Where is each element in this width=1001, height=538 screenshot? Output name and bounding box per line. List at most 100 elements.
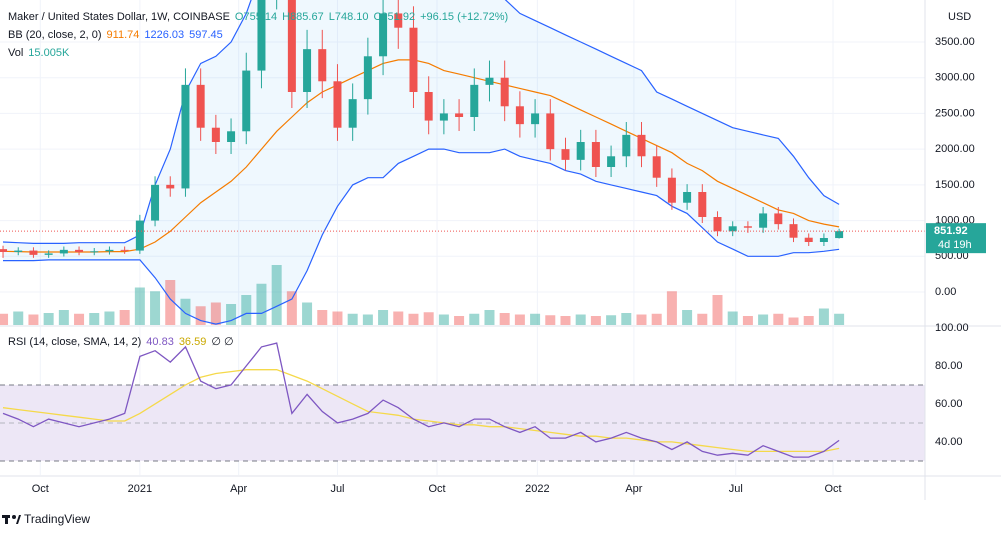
x-tick-label: Apr [625,483,642,495]
candle-body [804,237,813,242]
volume-bar [469,313,480,325]
candle-body [135,220,144,251]
y-tick-label: 3500.00 [935,36,975,48]
rsi-sma-value: 36.59 [179,336,207,348]
volume-bar [575,314,586,325]
x-tick-label: Oct [428,483,445,495]
legend-row: RSI (14, close, SMA, 14, 2) 40.83 36.59 ∅ ∅ [8,336,234,348]
volume-bar [484,310,495,325]
volume-bar [834,313,845,325]
volume-bar [378,310,389,325]
volume-bar [256,283,267,325]
candle-body [819,238,828,242]
candle-body [379,13,388,57]
price-label-box [926,223,986,254]
volume-bar [666,291,677,325]
ohlc-low: L748.10 [329,11,369,23]
volume-bar [773,313,784,325]
volume-bar [58,310,69,325]
volume-bar [347,313,358,325]
ohlc-open: O755.14 [235,11,277,23]
x-tick-label: Oct [824,483,841,495]
candle-body [607,156,616,167]
volume-bar [150,291,161,325]
bb-fill [3,0,840,325]
vol-name: Vol [8,47,23,59]
candle-body [14,250,23,252]
candle-body [622,134,631,157]
volume-bar [423,312,434,325]
candle-body [0,249,8,252]
volume-bar [818,308,829,325]
candle-body [561,149,570,160]
volume-bar [438,314,449,325]
volume-bar [393,311,404,325]
candle-body [683,192,692,203]
logo-mark [16,515,21,524]
candle-body [637,134,646,157]
candle-body [546,113,555,150]
y-tick-label: 3000.00 [935,72,975,84]
candle-body [424,92,433,121]
y-tick-label: 2500.00 [935,107,975,119]
price-label: 851.92 [934,225,968,237]
candle-body [59,249,68,254]
x-tick-label: Jul [729,483,743,495]
candle-body [835,231,844,239]
volume-bar [302,302,313,325]
candle-body [515,106,524,125]
volume-bar [454,316,465,325]
bb-name: BB (20, close, 2, 0) [8,29,102,41]
volume-bar [621,313,632,325]
volume-bar [43,313,54,325]
volume-bar [286,291,297,325]
x-tick-label: 2022 [525,483,549,495]
candle-body [759,213,768,228]
y-tick-label: 80.00 [935,360,963,372]
volume-bar [74,313,85,325]
candle-body [774,213,783,225]
candle-body [29,250,38,255]
candle-body [409,27,418,92]
candle-body [227,131,236,142]
candle-body [667,177,676,203]
y-tick-label: 100.00 [935,322,969,334]
candle-body [591,142,600,167]
bb-lower-value: 597.45 [189,29,223,41]
candle-body [439,113,448,121]
volume-bar [362,314,373,325]
candle-body [500,77,509,107]
y-tick-label: 0.00 [935,286,956,298]
candle-body [211,127,220,142]
candle-body [348,99,357,128]
legend-row: Maker / United States Dollar, 1W, COINBA… [8,11,508,23]
candle-body [470,84,479,117]
candle-body [151,184,160,221]
candle-body [181,84,190,189]
candle-body [743,226,752,228]
volume-bar [758,314,769,325]
rsi-pane [0,327,925,475]
bb-upper-value: 1226.03 [144,29,184,41]
volume-bar [545,315,556,325]
candle-body [394,13,403,28]
volume-bar [408,313,419,325]
candle-body [485,77,494,85]
candle-body [287,0,296,92]
candle-body [196,84,205,128]
volume-bar [697,313,708,325]
volume-bar [727,311,738,325]
rsi-extra: ∅ ∅ [211,336,233,348]
candle-body [363,56,372,100]
x-tick-label: 2021 [128,483,152,495]
volume-bar [195,306,206,325]
brand: TradingView [2,512,90,526]
rsi-line [2,342,840,458]
candle-body [531,113,540,125]
legend-title: Maker / United States Dollar, 1W, COINBA… [8,11,230,23]
candle-body [713,217,722,232]
rsi-name: RSI (14, close, SMA, 14, 2) [8,336,141,348]
y-tick-label: 500.00 [935,250,969,262]
brand-name: TradingView [24,512,90,526]
y-tick-label: 60.00 [935,398,963,410]
